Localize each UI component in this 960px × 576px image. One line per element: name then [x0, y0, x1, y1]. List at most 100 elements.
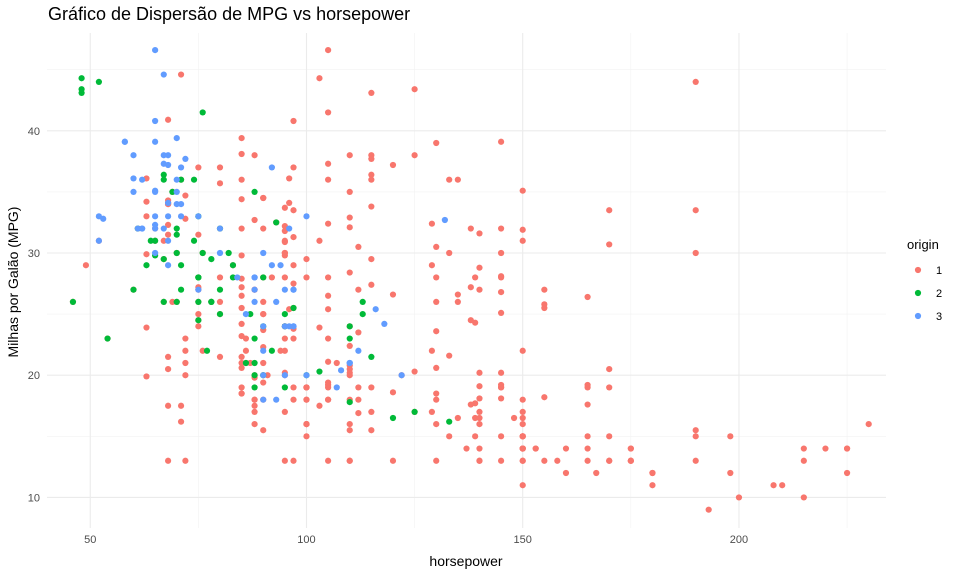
data-point-origin-1	[519, 433, 526, 440]
data-point-origin-1	[290, 335, 297, 342]
y-tick-label: 30	[28, 248, 40, 260]
data-point-origin-3	[152, 225, 159, 232]
data-point-origin-1	[476, 230, 483, 237]
data-point-origin-1	[238, 364, 245, 371]
data-point-origin-1	[238, 333, 245, 340]
data-point-origin-3	[216, 249, 224, 257]
data-point-origin-1	[433, 274, 440, 281]
data-point-origin-1	[281, 347, 288, 354]
data-point-origin-1	[497, 273, 505, 280]
data-point-origin-3	[130, 188, 137, 195]
data-point-origin-1	[368, 203, 375, 210]
data-point-origin-1	[584, 433, 591, 440]
data-point-origin-3	[152, 47, 159, 54]
data-point-origin-1	[260, 311, 267, 318]
data-point-origin-3	[260, 323, 267, 330]
data-point-origin-1	[355, 243, 362, 250]
data-point-origin-3	[95, 237, 102, 244]
data-point-origin-1	[476, 286, 483, 293]
data-point-origin-1	[355, 329, 362, 336]
data-point-origin-1	[346, 188, 353, 195]
data-point-origin-1	[476, 457, 483, 464]
data-point-origin-1	[238, 150, 245, 158]
data-point-origin-1	[433, 139, 440, 147]
data-point-origin-3	[160, 152, 167, 159]
data-point-origin-1	[467, 401, 474, 408]
data-point-origin-1	[497, 381, 505, 389]
data-point-origin-2	[195, 298, 202, 305]
data-point-origin-3	[281, 323, 288, 330]
data-point-origin-2	[147, 237, 154, 244]
x-tick-label: 150	[514, 534, 532, 546]
data-point-origin-1	[260, 194, 267, 202]
data-point-origin-2	[190, 176, 198, 183]
x-tick-label: 100	[297, 534, 315, 546]
data-point-origin-3	[268, 164, 275, 171]
data-point-origin-2	[199, 249, 206, 257]
gridlines	[47, 33, 886, 528]
data-point-origin-1	[286, 199, 293, 206]
data-point-origin-2	[195, 274, 202, 281]
data-point-origin-1	[428, 262, 436, 269]
data-point-origin-3	[277, 262, 284, 269]
data-point-origin-3	[164, 262, 172, 269]
data-point-origin-2	[160, 171, 167, 178]
data-point-origin-1	[476, 408, 483, 415]
data-point-origin-1	[476, 421, 483, 428]
data-point-origin-1	[584, 445, 591, 452]
data-point-origin-1	[519, 457, 526, 464]
data-point-origin-3	[195, 286, 202, 293]
data-point-origin-2	[346, 335, 353, 342]
data-point-origin-2	[368, 353, 375, 360]
data-point-origin-1	[164, 457, 172, 464]
data-point-origin-2	[152, 237, 159, 244]
data-point-origin-1	[446, 176, 453, 183]
data-point-origin-1	[164, 402, 172, 409]
data-point-origin-3	[303, 372, 310, 379]
data-point-origin-1	[199, 347, 206, 354]
data-point-origin-1	[251, 152, 258, 159]
data-point-origin-2	[78, 86, 85, 93]
data-point-origin-1	[238, 176, 245, 183]
data-point-origin-3	[234, 274, 241, 281]
data-point-origin-1	[355, 410, 362, 417]
data-point-origin-3	[177, 213, 185, 220]
data-point-origin-1	[169, 298, 176, 305]
data-point-origin-1	[368, 408, 375, 415]
data-point-origin-3	[441, 216, 448, 224]
data-point-origin-1	[238, 384, 245, 391]
data-point-origin-1	[446, 249, 453, 257]
data-point-origin-1	[368, 176, 375, 183]
data-point-origin-1	[251, 396, 258, 403]
data-point-origin-1	[281, 457, 288, 464]
data-point-origin-1	[195, 164, 202, 171]
data-point-origin-1	[692, 207, 699, 214]
data-point-origin-1	[325, 396, 332, 403]
x-axis-ticks: 50 100 150 200	[84, 534, 748, 546]
data-point-origin-3	[164, 199, 172, 206]
data-point-origin-1	[216, 180, 224, 187]
data-point-origin-1	[770, 482, 777, 489]
data-point-origin-1	[779, 482, 786, 489]
data-point-origin-1	[195, 323, 202, 330]
data-point-origin-1	[389, 291, 397, 298]
data-point-origin-1	[593, 469, 600, 477]
data-point-origin-3	[251, 298, 258, 305]
data-point-origin-1	[541, 286, 548, 293]
data-point-origin-3	[337, 367, 345, 374]
data-point-origin-1	[251, 421, 258, 428]
data-point-origin-3	[216, 225, 224, 232]
data-point-origin-2	[130, 286, 137, 293]
data-point-origin-1	[325, 274, 332, 281]
data-point-origin-1	[281, 274, 288, 281]
data-point-origin-1	[238, 390, 245, 397]
data-point-origin-1	[238, 292, 245, 299]
data-point-origin-1	[290, 207, 297, 214]
data-point-origin-1	[411, 152, 418, 159]
data-point-origin-1	[472, 414, 479, 422]
data-point-origin-1	[519, 226, 526, 233]
data-point-origin-3	[260, 249, 267, 257]
data-point-origin-1	[143, 324, 150, 331]
data-point-origin-1	[238, 196, 245, 203]
data-point-origin-3	[195, 213, 202, 220]
